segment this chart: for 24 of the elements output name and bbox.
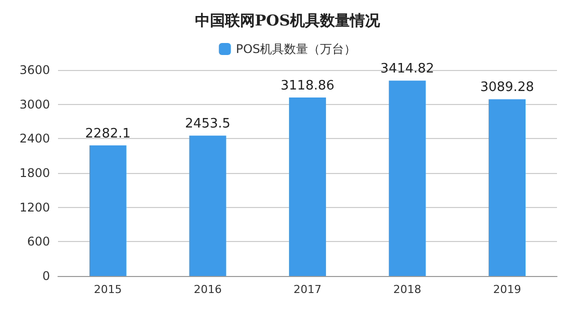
data-label: 2282.1 (85, 126, 131, 142)
y-tick-label: 2400 (19, 132, 50, 146)
legend-label: POS机具数量（万台） (236, 42, 356, 56)
y-tick-label: 1800 (19, 166, 50, 180)
y-tick-label: 3600 (19, 63, 50, 77)
x-tick-label: 2015 (94, 283, 122, 296)
data-label: 2453.5 (184, 116, 230, 132)
x-tick-label: 2016 (194, 283, 222, 296)
chart-title: 中国联网POS机具数量情况 (194, 12, 382, 30)
x-tick-label: 2019 (493, 283, 522, 296)
bar (189, 136, 226, 276)
y-tick-label: 600 (27, 234, 50, 249)
y-tick-label: 1200 (19, 200, 50, 214)
x-tick-label: 2018 (393, 283, 422, 296)
y-tick-label: 0 (42, 269, 50, 283)
y-tick-label: 3000 (19, 97, 50, 112)
data-label: 3414.82 (380, 62, 434, 77)
bar (488, 99, 526, 276)
bar (289, 98, 326, 276)
data-label: 3089.28 (480, 80, 534, 96)
x-tick-label: 2017 (294, 283, 322, 296)
data-label: 3118.86 (280, 78, 334, 94)
bar (388, 80, 426, 276)
bar (89, 145, 126, 276)
